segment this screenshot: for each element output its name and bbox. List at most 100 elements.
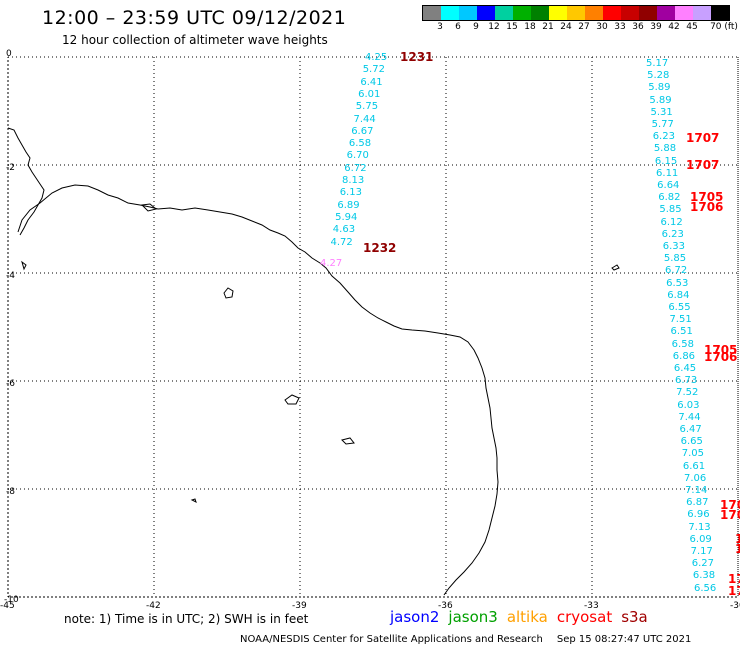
island-5 (611, 264, 620, 271)
pass-time-label: 1705 (704, 343, 738, 357)
island-3 (341, 437, 355, 445)
wave-height-value: 6.61 (682, 460, 706, 472)
longitude-tick-label: -33 (584, 601, 599, 611)
latitude-tick-label: -2 (6, 163, 15, 173)
wave-height-value: 5.17 (646, 58, 669, 69)
wave-height-value: 6.86 (672, 350, 696, 362)
wave-height-value: 6.96 (687, 509, 710, 521)
pass-time-label: 17 (735, 532, 740, 546)
island-2 (284, 394, 300, 405)
legend-label: 36 (632, 22, 644, 32)
wave-height-value: 6.51 (670, 326, 693, 338)
wave-height-value: 5.31 (650, 106, 673, 118)
legend-swatch (675, 6, 693, 20)
wave-height-value: 7.17 (690, 546, 713, 557)
legend-swatch (585, 6, 603, 20)
wave-height-value: 4.25 (365, 52, 388, 63)
wave-height-value: 7.52 (676, 387, 699, 399)
wave-height-value: 6.65 (680, 436, 703, 448)
wave-height-value: 5.88 (653, 143, 677, 155)
wave-height-value: 6.13 (339, 187, 362, 199)
wave-height-value: 5.94 (335, 211, 358, 223)
legend-label: 12 (488, 22, 500, 32)
wave-height-value: 6.58 (671, 338, 694, 350)
satellite-name: jason3 (448, 608, 498, 626)
wave-height-value: 6.47 (679, 424, 702, 435)
legend-label: 30 (596, 22, 608, 32)
satellite-name: jason2 (390, 608, 440, 626)
wave-height-value: 5.89 (648, 82, 671, 94)
wave-height-value: 6.15 (654, 155, 678, 167)
island-7 (21, 260, 27, 271)
satellite-name: cryosat (556, 608, 613, 626)
generated-timestamp: Sep 15 08:27:47 UTC 2021 (556, 634, 692, 645)
wave-height-value: 6.82 (658, 192, 681, 204)
wave-height-value: 6.38 (692, 570, 716, 582)
wave-height-value: 6.11 (656, 167, 679, 179)
legend-swatch (459, 6, 477, 20)
legend-label: 3 (437, 22, 443, 32)
legend-label: 42 (668, 22, 680, 32)
legend-swatch (495, 6, 513, 20)
wave-height-value: 6.33 (662, 241, 685, 252)
pass-time-label: 1706 (690, 200, 724, 214)
wave-height-value: 6.67 (351, 125, 374, 137)
legend-label: 6 (455, 22, 461, 32)
wave-height-value: 6.89 (337, 199, 360, 211)
wave-height-value: 6.41 (360, 76, 383, 88)
wave-height-value: 7.44 (353, 113, 376, 125)
latitude-tick-label: 0 (6, 49, 12, 59)
wave-height-value: 6.72 (664, 265, 688, 277)
pass-time-label: 1707 (686, 131, 720, 145)
legend-label: 33 (614, 22, 626, 32)
wave-height-value: 6.45 (673, 363, 697, 374)
wave-height-value: 6.73 (675, 375, 698, 387)
pass-time-label: 170 (720, 498, 740, 512)
pass-time-label: 1706 (704, 350, 738, 364)
pass-time-label: 17 (728, 572, 740, 586)
satellite-name: altika (506, 608, 548, 626)
legend-swatch (567, 6, 585, 20)
wave-height-value: 5.72 (362, 64, 385, 76)
legend-swatch (639, 6, 657, 20)
wave-height-value: 6.56 (694, 582, 717, 594)
wave-height-value: 4.72 (330, 236, 353, 248)
map-frame (7, 56, 739, 598)
legend-label: 15 (506, 22, 518, 32)
legend-label: 27 (578, 22, 590, 32)
wave-height-value: 6.58 (348, 138, 372, 150)
legend-swatch (549, 6, 567, 20)
legend-swatch (477, 6, 495, 20)
wave-height-value: 7.05 (681, 448, 704, 460)
wave-height-value: 6.64 (657, 180, 680, 191)
wave-height-value: 5.89 (649, 94, 672, 106)
legend-swatch (711, 6, 729, 20)
wave-height-value: 6.01 (358, 88, 381, 100)
pass-time-label: 1705 (690, 190, 724, 204)
wave-height-value: 6.23 (661, 228, 684, 240)
legend-label: 21 (542, 22, 554, 32)
wave-height-value: 4.27 (320, 258, 343, 269)
legend-label: 39 (650, 22, 662, 32)
wave-height-value: 6.55 (668, 302, 691, 313)
wave-height-value: 6.27 (691, 558, 715, 570)
latitude-tick-label: -10 (4, 595, 19, 605)
legend-swatch (441, 6, 459, 20)
pass-time-label: 17 (728, 584, 740, 598)
longitude-tick-label: -39 (292, 601, 307, 611)
wave-height-value: 6.03 (677, 399, 700, 411)
longitude-tick-label: -30 (730, 601, 740, 611)
legend-swatch (423, 6, 441, 20)
units-note: note: 1) Time is in UTC; 2) SWH is in fe… (64, 612, 309, 626)
legend-swatch (621, 6, 639, 20)
wave-height-value: 6.12 (660, 216, 683, 228)
coastline-north (7, 127, 45, 236)
legend-swatch (657, 6, 675, 20)
pass-time-label: 17 (735, 542, 740, 556)
wave-height-value: 6.87 (686, 497, 709, 509)
pass-time-label: 1231 (400, 50, 434, 64)
wave-height-value: 6.23 (652, 131, 675, 143)
latitude-tick-label: -4 (6, 271, 15, 281)
wave-height-value: 7.06 (683, 472, 707, 484)
